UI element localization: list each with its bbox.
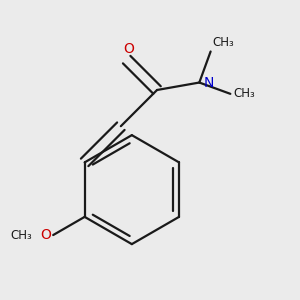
Text: CH₃: CH₃	[212, 36, 234, 49]
Text: N: N	[203, 76, 214, 89]
Text: O: O	[41, 228, 52, 242]
Text: CH₃: CH₃	[234, 87, 255, 100]
Text: O: O	[123, 42, 134, 56]
Text: CH₃: CH₃	[10, 229, 32, 242]
